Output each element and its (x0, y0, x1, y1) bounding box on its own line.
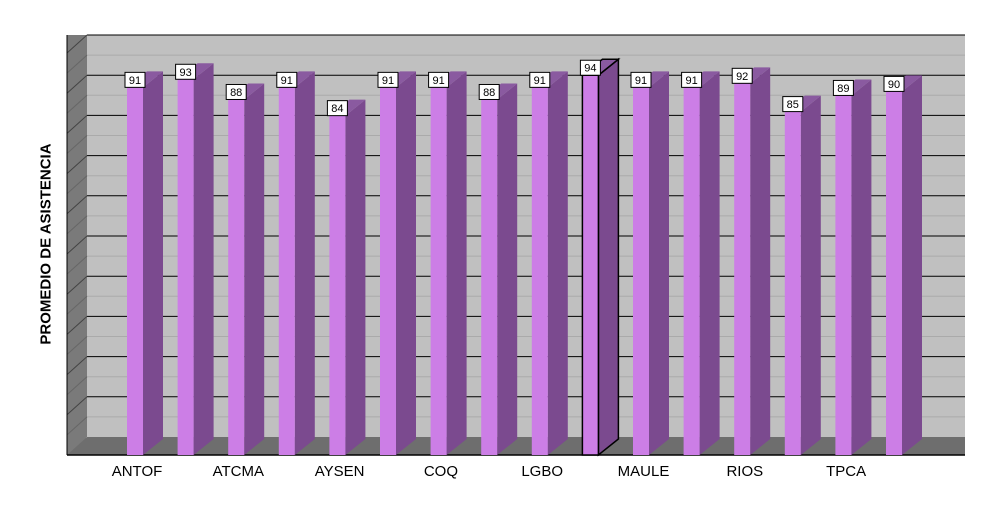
bar-side (649, 71, 669, 456)
bar (835, 95, 852, 455)
x-tick-label: LGBO (521, 463, 563, 480)
data-label: 91 (281, 75, 293, 87)
bar (784, 111, 801, 455)
gridline-minor-wall (66, 215, 88, 235)
bar-side (396, 71, 416, 456)
data-label: 85 (787, 99, 799, 111)
bar (228, 99, 245, 455)
data-label-box (428, 71, 450, 88)
bar-side (193, 63, 214, 455)
data-label-box (782, 96, 804, 113)
gridline-minor-wall (66, 54, 88, 74)
data-label-box (883, 75, 905, 92)
gridline-minor-wall (66, 175, 88, 195)
data-label-box (579, 59, 601, 76)
bar-side (294, 71, 315, 456)
data-label: 88 (230, 87, 242, 99)
data-label-box (276, 71, 298, 88)
gridline-minor-wall (66, 416, 88, 436)
gridline-wall (66, 34, 88, 54)
data-label-box (377, 71, 399, 88)
gridline-minor-wall (66, 295, 88, 315)
data-label: 92 (736, 71, 748, 83)
data-label-box (326, 100, 348, 117)
bar-side (750, 67, 771, 455)
bar (683, 87, 700, 456)
data-label: 88 (483, 87, 495, 99)
data-label-box (731, 67, 753, 84)
gridline-wall (66, 396, 88, 416)
bar (380, 87, 396, 456)
data-label-box (832, 79, 854, 96)
x-tick-label: COQ (424, 463, 458, 480)
bar-side (699, 71, 720, 456)
bar (633, 87, 649, 456)
data-label-box (225, 83, 247, 100)
data-label: 84 (331, 103, 343, 115)
data-label: 90 (888, 79, 900, 91)
bar (531, 87, 548, 456)
bar-side (497, 83, 518, 455)
gridline-wall (66, 155, 88, 174)
gridline-wall (66, 115, 88, 134)
bar (127, 87, 143, 456)
bar-side (902, 75, 922, 456)
gridline-minor-wall (66, 255, 88, 275)
data-label: 91 (129, 75, 141, 87)
data-label: 89 (837, 83, 849, 95)
bar (886, 91, 902, 456)
gridline-wall (66, 275, 88, 295)
data-label: 94 (584, 63, 596, 75)
bar (177, 79, 194, 455)
bar-side (345, 99, 366, 455)
x-tick-label: TPCA (826, 463, 866, 480)
x-tick-label: ANTOF (112, 463, 163, 480)
gridline-wall (66, 74, 88, 94)
bar-side (597, 57, 620, 457)
bar-side (851, 79, 872, 455)
data-label: 91 (635, 75, 647, 87)
data-label-box (529, 71, 551, 88)
gridline-wall (66, 235, 88, 255)
gridline-minor-wall (66, 94, 88, 114)
x-tick-label: RIOS (726, 463, 763, 480)
bar (329, 115, 346, 455)
data-label: 91 (382, 75, 394, 87)
bar (430, 87, 447, 456)
bar-side (143, 71, 163, 456)
data-label: 91 (432, 75, 444, 87)
data-label: 91 (534, 75, 546, 87)
data-label: 93 (179, 67, 191, 79)
data-label: 91 (685, 75, 697, 87)
bar (581, 74, 600, 456)
data-label-box (124, 71, 146, 88)
data-label-box (681, 71, 703, 88)
gridline-minor-wall (66, 336, 88, 355)
x-tick-label: MAULE (618, 463, 670, 480)
gridline-wall (66, 356, 88, 375)
bar-side (446, 71, 467, 456)
bar-side (244, 83, 265, 455)
data-label-box (175, 63, 197, 80)
gridline-minor-wall (66, 376, 88, 396)
data-label-box (630, 71, 652, 88)
gridline-wall (66, 316, 88, 335)
bar-side (547, 71, 568, 456)
x-tick-label: AYSEN (315, 463, 365, 480)
bar-side (800, 95, 821, 455)
bar (278, 87, 295, 456)
x-tick-label: ATCMA (213, 463, 264, 480)
gridline-minor-wall (66, 135, 88, 154)
bar (481, 99, 498, 455)
data-label-box (478, 83, 500, 100)
gridline-wall (66, 195, 88, 215)
bar (734, 83, 751, 455)
